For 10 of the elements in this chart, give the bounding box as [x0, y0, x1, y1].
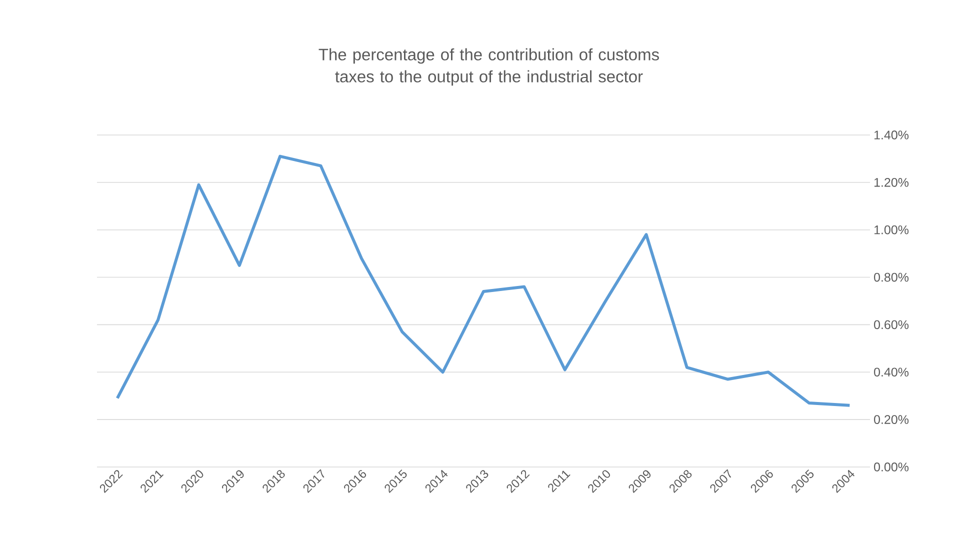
y-tick-label: 0.80% [874, 272, 909, 282]
y-tick-label: 0.00% [874, 462, 909, 472]
y-tick-label: 1.40% [874, 130, 909, 140]
y-tick-label: 0.40% [874, 368, 909, 377]
y-tick-label: 1.20% [874, 178, 909, 187]
line-series [116, 154, 852, 407]
chart-title: The percentage of the contribution of customs taxes to the output of the industrial sector [318, 48, 659, 86]
y-tick-label: 1.00% [874, 225, 909, 234]
y-tick-label: 0.60% [874, 320, 909, 330]
y-tick-label: 0.20% [874, 415, 909, 424]
